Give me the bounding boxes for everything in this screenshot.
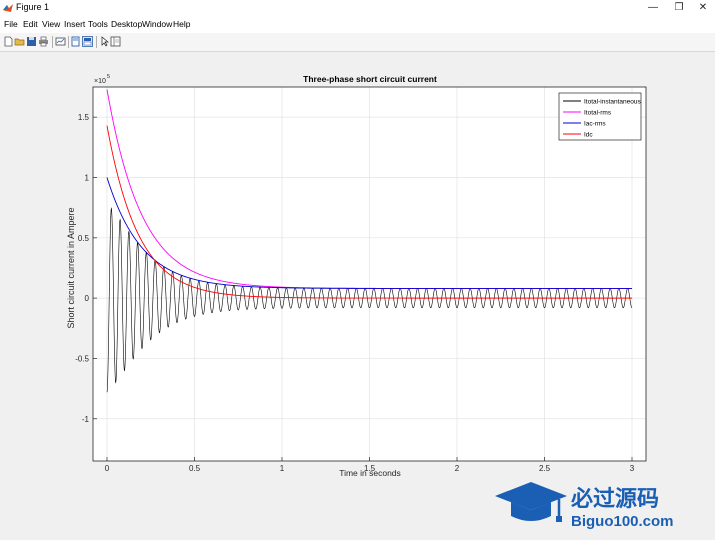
x-tick-label: 2.5 [539, 464, 551, 473]
toolbar-separator [68, 36, 69, 48]
title-bar: Figure 1 — ❐ ✕ [0, 0, 715, 16]
plot-browser-icon[interactable] [110, 36, 121, 47]
y-tick-label: -1 [82, 415, 90, 424]
link-plot-icon[interactable] [55, 36, 66, 47]
series-line-3 [106, 177, 632, 289]
menu-window[interactable]: Window [142, 19, 173, 29]
watermark-title: 必过源码 [571, 486, 659, 511]
print-icon[interactable] [38, 36, 49, 47]
tick-layer: 0 0.5 1 1.5 2 2.5 3 -1 -0.5 0 0.5 1 1.5 [75, 113, 635, 473]
toolbar-separator [52, 36, 53, 48]
menu-edit[interactable]: Edit [23, 19, 38, 29]
property-editor-icon[interactable] [82, 36, 93, 47]
menu-insert[interactable]: Insert [64, 19, 86, 29]
dock-icon[interactable] [70, 36, 81, 47]
matlab-icon [3, 4, 13, 12]
menu-tools[interactable]: Tools [88, 19, 108, 29]
legend-label: Iac-rms [584, 121, 606, 128]
toolbar [0, 33, 715, 52]
chart: 0 0.5 1 1.5 2 2.5 3 -1 -0.5 0 0.5 1 1.5 Three-phase … [66, 74, 647, 478]
close-button[interactable]: ✕ [698, 2, 708, 13]
toolbar-separator [96, 36, 97, 48]
y-exponent-power: 5 [107, 74, 110, 80]
x-axis-label: Time in seconds [339, 468, 401, 478]
pointer-icon[interactable] [99, 36, 110, 47]
watermark-logo: 必过源码 Biguo100.com [495, 482, 674, 530]
restore-button[interactable]: ❐ [674, 2, 684, 13]
watermark-url: Biguo100.com [571, 513, 674, 530]
y-tick-label: 1 [85, 173, 90, 182]
chart-title: Three-phase short circuit current [303, 74, 437, 84]
menu-file[interactable]: File [4, 19, 18, 29]
new-figure-icon[interactable] [3, 36, 14, 47]
y-exponent-label: ×10 [94, 78, 106, 85]
y-axis-label: Short circuit current in Ampere [66, 207, 76, 328]
save-icon[interactable] [26, 36, 37, 47]
menu-bar: File Edit View Insert Tools Desktop Wind… [0, 16, 715, 33]
graduation-cap-icon [495, 482, 567, 522]
menu-desktop[interactable]: Desktop [111, 19, 143, 29]
menu-view[interactable]: View [42, 19, 61, 29]
series-line-1 [106, 207, 633, 393]
x-tick-label: 2 [455, 464, 460, 473]
x-tick-label: 0 [105, 464, 110, 473]
x-tick-label: 1.5 [364, 464, 376, 473]
menu-help[interactable]: Help [173, 19, 191, 29]
x-tick-label: 3 [630, 464, 635, 473]
y-tick-label: 1.5 [78, 113, 90, 122]
open-file-icon[interactable] [14, 36, 25, 47]
y-tick-label: 0 [85, 294, 90, 303]
series-layer [106, 89, 633, 393]
y-tick-label: -0.5 [75, 354, 89, 363]
figure-canvas: 0 0.5 1 1.5 2 2.5 3 -1 -0.5 0 0.5 1 1.5 Three-phase … [0, 52, 715, 530]
window-title: Figure 1 [16, 2, 50, 12]
legend-label: Idc [584, 132, 593, 139]
x-tick-label: 1 [280, 464, 285, 473]
series-line-4 [106, 125, 632, 299]
legend-label: Itotal-instantaneous [584, 99, 641, 106]
legend-label: Itotal-rms [584, 110, 612, 117]
minimize-button[interactable]: — [648, 2, 658, 13]
legend: Itotal-instantaneous Itotal-rms Iac-rms Idc [558, 92, 641, 141]
y-tick-label: 0.5 [78, 234, 90, 243]
x-tick-label: 0.5 [189, 464, 201, 473]
